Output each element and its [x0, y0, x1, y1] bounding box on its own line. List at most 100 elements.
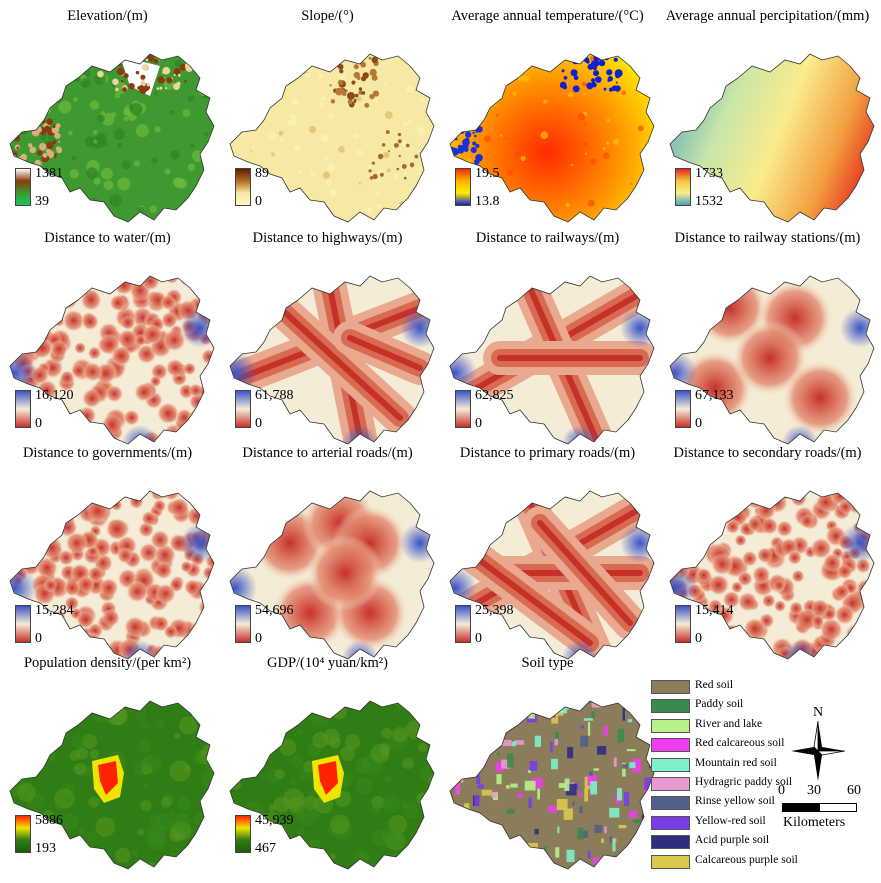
- legend-min-value: 1532: [695, 194, 723, 209]
- color-legend: 15,284 0: [15, 603, 105, 655]
- legend-min-value: 0: [255, 631, 262, 646]
- legend-max-value: 62,825: [475, 388, 514, 403]
- legend-color-ramp: [15, 390, 31, 428]
- soil-swatch: [651, 718, 690, 733]
- legend-color-ramp: [675, 390, 691, 428]
- soil-label: Calcareous purple soil: [695, 853, 798, 866]
- legend-max-value: 89: [255, 166, 269, 181]
- color-legend: 45,939 467: [235, 813, 325, 865]
- legend-min-value: 0: [475, 416, 482, 431]
- legend-max-value: 16,120: [35, 388, 74, 403]
- legend-color-ramp: [675, 605, 691, 643]
- legend-min-value: 0: [695, 631, 702, 646]
- legend-max-value: 1733: [695, 166, 723, 181]
- legend-color-ramp: [235, 605, 251, 643]
- map-temperature: [449, 53, 655, 223]
- panel-title: Average annual percipitation/(mm): [665, 8, 870, 24]
- map-dist-water: [9, 275, 215, 445]
- map-panel-temperature: Average annual temperature/(°C) 19.5 13.8: [440, 8, 655, 223]
- scale-bar: 0 30 60 Kilometers: [778, 783, 870, 843]
- soil-label: Rinse yellow soil: [695, 795, 775, 808]
- legend-color-ramp: [455, 605, 471, 643]
- color-legend: 62,825 0: [455, 388, 545, 440]
- scale-tick-2: 60: [847, 783, 861, 798]
- soil-label: Red soil: [695, 679, 734, 691]
- panel-title: Distance to governments/(m): [22, 445, 193, 461]
- soil-swatch: [651, 835, 690, 850]
- soil-label: River and lake: [695, 717, 763, 730]
- map-panel-dist-railways: Distance to railways/(m) 62,825 0: [440, 230, 655, 445]
- color-legend: 5886 193: [15, 813, 105, 865]
- legend-color-ramp: [235, 168, 251, 206]
- map-dist-arterial: [229, 490, 435, 660]
- scale-unit: Kilometers: [783, 815, 846, 830]
- color-legend: 67,133 0: [675, 388, 765, 440]
- map-panel-dist-arterial: Distance to arterial roads/(m) 54,696 0: [220, 445, 435, 660]
- legend-color-ramp: [15, 168, 31, 206]
- soil-label: Hydragric paddy soil: [695, 776, 793, 788]
- legend-color-ramp: [675, 168, 691, 206]
- color-legend: 19.5 13.8: [455, 166, 545, 218]
- panel-title: Distance to highways/(m): [252, 230, 403, 246]
- color-legend: 54,696 0: [235, 603, 325, 655]
- soil-label: Acid purple soil: [695, 834, 770, 847]
- map-panel-dist-highways: Distance to highways/(m) 61,788 0: [220, 230, 435, 445]
- soil-swatch: [651, 680, 690, 694]
- color-legend: 61,788 0: [235, 388, 325, 440]
- map-panel-population: Population density/(per km²) 5886 193: [0, 655, 215, 870]
- map-dist-governments: [9, 490, 215, 660]
- map-panel-dist-secondary: Distance to secondary roads/(m) 15,414 0: [660, 445, 875, 660]
- legend-min-value: 0: [475, 631, 482, 646]
- legend-color-ramp: [15, 815, 31, 853]
- color-legend: 1733 1532: [675, 166, 765, 218]
- soil-label: Mountain red soil: [695, 756, 777, 769]
- scale-tick-1: 30: [807, 783, 821, 798]
- map-panel-gdp: GDP/(10⁴ yuan/km²) 45,939 467: [220, 655, 435, 870]
- map-dist-primary: [449, 490, 655, 660]
- legend-max-value: 15,284: [35, 603, 74, 618]
- soil-swatch: [651, 854, 690, 869]
- legend-max-value: 15,414: [695, 603, 734, 618]
- color-legend: 16,120 0: [15, 388, 105, 440]
- map-panel-elevation: Elevation/(m) 1381 39: [0, 8, 215, 223]
- soil-swatch: [651, 796, 690, 811]
- north-label: N: [813, 705, 823, 720]
- color-legend: 89 0: [235, 166, 325, 218]
- soil-swatch: [651, 738, 690, 753]
- legend-min-value: 467: [255, 841, 276, 856]
- legend-color-ramp: [235, 815, 251, 853]
- color-legend: 15,414 0: [675, 603, 765, 655]
- panel-title: Average annual temperature/(°C): [451, 8, 644, 24]
- panel-title: Elevation/(m): [67, 8, 148, 24]
- legend-min-value: 0: [35, 631, 42, 646]
- legend-color-ramp: [15, 605, 31, 643]
- soil-label: Red calcareous soil: [695, 737, 785, 750]
- color-legend: 1381 39: [15, 166, 105, 218]
- panel-title: Distance to railways/(m): [475, 230, 620, 246]
- map-precipitation: [669, 53, 875, 223]
- scale-tick-0: 0: [778, 783, 785, 798]
- map-panel-soil: Soil type: [440, 655, 655, 870]
- panel-title: Distance to secondary roads/(m): [673, 445, 862, 461]
- map-panel-precipitation: Average annual percipitation/(mm) 1733 153…: [660, 8, 875, 223]
- legend-min-value: 0: [35, 416, 42, 431]
- map-slope: [229, 53, 435, 223]
- panel-title: Slope/(°): [301, 8, 354, 24]
- legend-max-value: 45,939: [255, 813, 294, 828]
- map-panel-dist-water: Distance to water/(m) 16,120 0: [0, 230, 215, 445]
- soil-swatch: [651, 757, 690, 772]
- north-arrow-icon: N: [791, 705, 846, 781]
- map-soil: [449, 700, 655, 870]
- legend-max-value: 5886: [35, 813, 63, 828]
- map-dist-secondary: [669, 490, 875, 660]
- map-elevation: [9, 53, 215, 223]
- map-panel-slope: Slope/(°) 89 0: [220, 8, 435, 223]
- panel-title: Distance to primary roads/(m): [459, 445, 636, 461]
- color-legend: 25,398 0: [455, 603, 545, 655]
- panel-title: Distance to water/(m): [44, 230, 171, 246]
- legend-color-ramp: [455, 168, 471, 206]
- map-dist-highways: [229, 275, 435, 445]
- legend-max-value: 54,696: [255, 603, 294, 618]
- panel-title: Population density/(per km²): [23, 655, 192, 671]
- map-gdp: [229, 700, 435, 870]
